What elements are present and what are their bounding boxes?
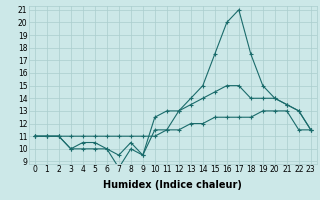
X-axis label: Humidex (Indice chaleur): Humidex (Indice chaleur) bbox=[103, 180, 242, 190]
